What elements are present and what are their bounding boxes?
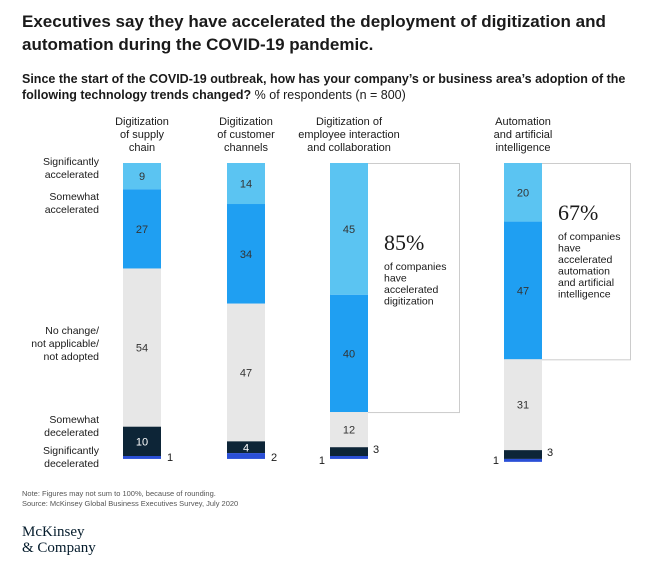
bar-segment [504,359,542,451]
bar-segment [504,458,542,462]
callout-text: have [384,273,407,285]
footnotes: Note: Figures may not sum to 100%, becau… [22,489,238,509]
bar-segment [227,453,265,459]
data-label: 1 [167,452,173,464]
data-label: 1 [493,455,499,467]
series-label: decelerated [44,427,99,439]
data-label: 47 [517,285,529,297]
bar-segment [330,456,368,459]
data-label: 3 [373,444,379,456]
category-label: of supply [120,129,165,141]
chart-title: Executives say they have accelerated the… [22,12,606,54]
category-label: Digitization [115,116,169,128]
bar-segment [227,163,265,205]
bar-segment [123,189,161,269]
data-label: 47 [240,367,252,379]
series-label: decelerated [44,458,99,470]
category-label: of customer [217,129,275,141]
series-label: No change/ [45,325,99,337]
bar-segment [123,426,161,456]
data-label: 10 [136,436,148,448]
series-label: not adopted [44,351,100,363]
stacked-bar-chart: 85%of companieshaveaccelerateddigitizati… [31,116,631,470]
callout-text: of companies [558,231,620,243]
series-label: Significantly [43,156,100,168]
bar-segment [504,450,542,459]
category-label: Automation [495,116,551,128]
source-text: Source: McKinsey Global Business Executi… [22,499,239,508]
category-label: chain [129,142,155,154]
series-label: Somewhat [49,414,99,426]
bar-segment [123,163,161,190]
bar-segment [227,441,265,454]
category-label: Digitization of [316,116,383,128]
category-label: and collaboration [307,142,391,154]
series-label: not applicable/ [31,338,99,350]
callout-text: accelerated [558,254,612,266]
subtitle-unit: % of respondents (n = 800) [254,88,406,102]
data-label: 14 [240,179,252,191]
callout-text: of companies [384,261,446,273]
bar-segment [123,456,161,459]
callout-text: and artificial [558,277,614,289]
data-label: 3 [547,447,553,459]
bar-segment [330,163,368,295]
data-label: 20 [517,187,529,199]
callout-value: 67% [558,200,598,225]
series-label: Significantly [43,445,100,457]
logo-line-1: McKinsey [22,524,85,540]
data-label: 34 [240,249,252,261]
series-label: accelerated [45,169,99,181]
data-label: 2 [271,452,277,464]
callout-text: accelerated [384,284,438,296]
subtitle-question: Since the start of the COVID-19 outbreak… [22,72,626,102]
data-label: 12 [343,425,355,437]
category-label: intelligence [495,142,550,154]
category-label: Digitization [219,116,273,128]
category-label: channels [224,142,269,154]
logo-line-2: & Company [22,540,96,556]
bar-segment [330,447,368,456]
callout-text: intelligence [558,289,611,301]
data-label: 1 [319,455,325,467]
data-label: 31 [517,400,529,412]
series-label: Somewhat [49,191,99,203]
bar-segment [330,294,368,413]
category-label: employee interaction [298,129,400,141]
bar-segment [330,412,368,448]
data-label: 40 [343,348,355,360]
bar-segment [227,204,265,304]
bar-segment [504,221,542,360]
data-label: 54 [136,343,148,355]
callout-value: 85% [384,230,424,255]
note-text: Note: Figures may not sum to 100%, becau… [22,489,216,498]
callout-text: have [558,243,581,255]
bar-segment [123,268,161,427]
chart-subtitle: Since the start of the COVID-19 outbreak… [22,71,632,103]
callout-text: digitization [384,296,434,308]
mckinsey-logo: McKinsey & Company [22,524,96,556]
data-label: 27 [136,224,148,236]
data-label: 4 [243,442,249,454]
series-label: accelerated [45,204,99,216]
bar-segment [504,163,542,222]
callout-text: automation [558,266,610,278]
data-label: 45 [343,224,355,236]
category-label: and artificial [494,129,553,141]
bar-segment [227,303,265,442]
data-label: 9 [139,171,145,183]
